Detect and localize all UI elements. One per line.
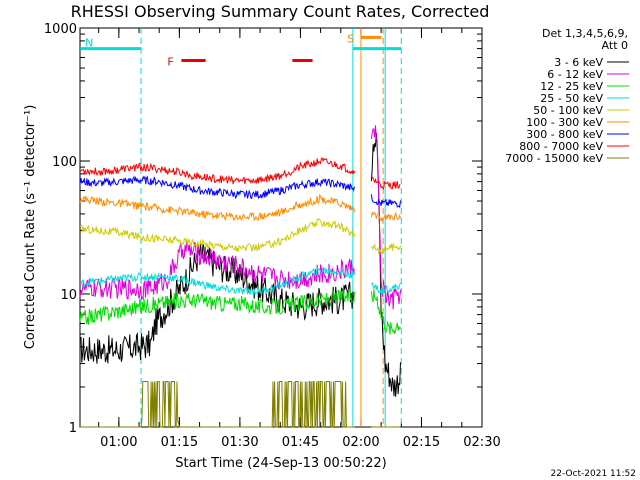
x-tick-label: 01:00 [100, 435, 137, 450]
series-line [79, 266, 401, 297]
legend-entry-label: 3 - 6 keV [554, 56, 603, 69]
footer-timestamp: 22-Oct-2021 11:52 [551, 469, 636, 479]
x-axis: 01:00 01:15 01:30 01:45 02:00 02:15 02:30 [98, 28, 501, 450]
vertical-markers [140, 28, 402, 427]
series-line [79, 125, 401, 310]
legend-title-line-1: Det 1,3,4,5,6,9, [542, 27, 628, 40]
series-line [79, 193, 401, 223]
legend-entry-label: 800 - 7000 keV [519, 140, 603, 153]
series-line [79, 217, 401, 255]
series-line [80, 157, 401, 190]
x-tick-label: 02:00 [342, 435, 379, 450]
y-tick-label: 1000 [44, 22, 77, 37]
legend-entry-label: 25 - 50 keV [540, 92, 603, 105]
legend-entry-label: 100 - 300 keV [526, 116, 603, 129]
legend-entry-label: 50 - 100 keV [533, 104, 603, 117]
y-axis-label: Corrected Count Rate (s⁻¹ detector⁻¹) [23, 105, 38, 350]
annotation-label: F [167, 55, 173, 68]
legend-entry-label: 7000 - 15000 keV [505, 152, 603, 165]
series-line [80, 381, 401, 428]
y-axis: 1 10 100 1000 [44, 22, 482, 436]
y-tick-label: 1 [69, 421, 77, 436]
annotation-label: S [347, 32, 354, 45]
x-tick-label: 01:45 [282, 435, 319, 450]
series-line [79, 175, 401, 209]
y-tick-label: 10 [60, 288, 77, 303]
x-tick-label: 01:30 [221, 435, 258, 450]
legend-entry-label: 300 - 800 keV [526, 128, 603, 141]
series-lines [79, 125, 401, 428]
chart-title: RHESSI Observing Summary Count Rates, Co… [71, 2, 490, 21]
legend-title-line-2: Att 0 [602, 39, 628, 52]
legend-entry-label: 6 - 12 keV [547, 68, 603, 81]
x-tick-label: 02:15 [403, 435, 440, 450]
x-axis-label: Start Time (24-Sep-13 00:50:22) [175, 456, 386, 471]
annotation-label: N [85, 37, 93, 50]
plot-frame [79, 27, 483, 428]
x-tick-label: 01:15 [161, 435, 198, 450]
annotation-bars: N F S [80, 32, 402, 68]
series-line [79, 288, 401, 335]
y-tick-label: 100 [52, 155, 77, 170]
legend-entry-label: 12 - 25 keV [540, 80, 603, 93]
x-tick-label: 02:30 [463, 435, 500, 450]
